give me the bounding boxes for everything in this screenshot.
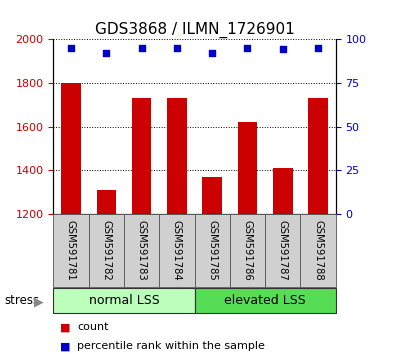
Point xyxy=(68,45,74,51)
Text: GSM591787: GSM591787 xyxy=(278,220,288,281)
Title: GDS3868 / ILMN_1726901: GDS3868 / ILMN_1726901 xyxy=(95,21,294,38)
Text: normal LSS: normal LSS xyxy=(88,294,159,307)
Text: GSM591784: GSM591784 xyxy=(172,220,182,281)
Text: GSM591788: GSM591788 xyxy=(313,220,323,281)
Bar xyxy=(159,214,194,287)
Text: count: count xyxy=(77,322,109,332)
Text: percentile rank within the sample: percentile rank within the sample xyxy=(77,341,265,351)
Text: GSM591786: GSM591786 xyxy=(243,220,252,281)
Bar xyxy=(203,177,222,214)
Text: elevated LSS: elevated LSS xyxy=(224,294,306,307)
Text: ■: ■ xyxy=(60,341,70,351)
Bar xyxy=(88,214,124,287)
Bar xyxy=(53,288,195,313)
Bar xyxy=(124,214,159,287)
Bar xyxy=(265,214,301,287)
Point xyxy=(138,45,145,51)
Bar xyxy=(53,214,88,287)
Bar xyxy=(61,83,81,214)
Text: GSM591781: GSM591781 xyxy=(66,220,76,281)
Text: GSM591785: GSM591785 xyxy=(207,220,217,281)
Point xyxy=(280,47,286,52)
Point xyxy=(209,50,215,56)
Bar xyxy=(96,190,116,214)
Text: stress: stress xyxy=(4,294,39,307)
Bar xyxy=(195,214,230,287)
Bar xyxy=(195,288,336,313)
Bar xyxy=(301,214,336,287)
Text: GSM591782: GSM591782 xyxy=(101,220,111,281)
Bar xyxy=(273,168,293,214)
Point xyxy=(315,45,321,51)
Bar xyxy=(308,98,328,214)
Text: GSM591783: GSM591783 xyxy=(137,220,147,281)
Point xyxy=(174,45,180,51)
Bar xyxy=(167,98,186,214)
Text: ■: ■ xyxy=(60,322,70,332)
Bar xyxy=(230,214,265,287)
Bar xyxy=(238,122,257,214)
Point xyxy=(245,45,251,51)
Bar xyxy=(132,98,151,214)
Text: ▶: ▶ xyxy=(34,295,43,308)
Point xyxy=(103,50,109,56)
